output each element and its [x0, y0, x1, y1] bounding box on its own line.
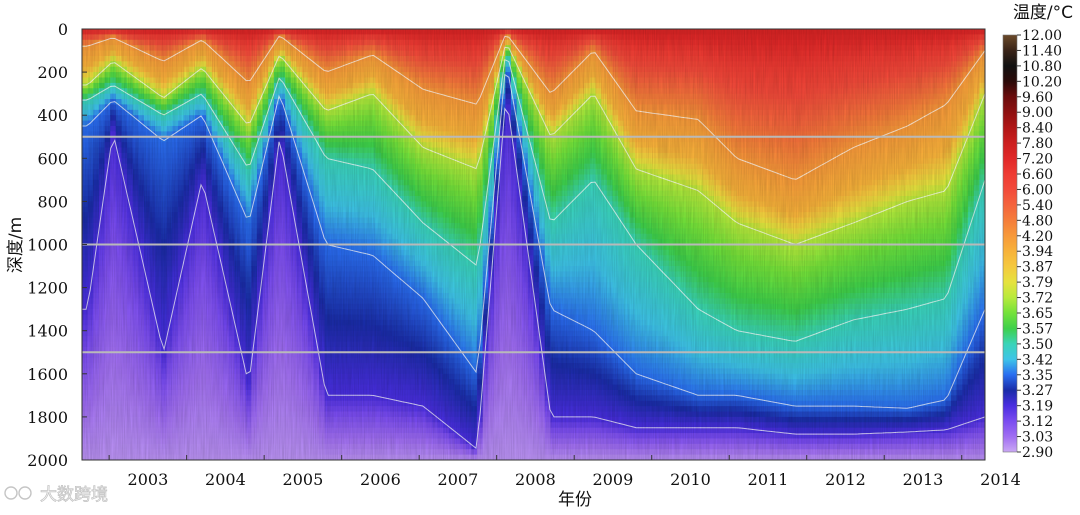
plot-area — [82, 29, 985, 460]
